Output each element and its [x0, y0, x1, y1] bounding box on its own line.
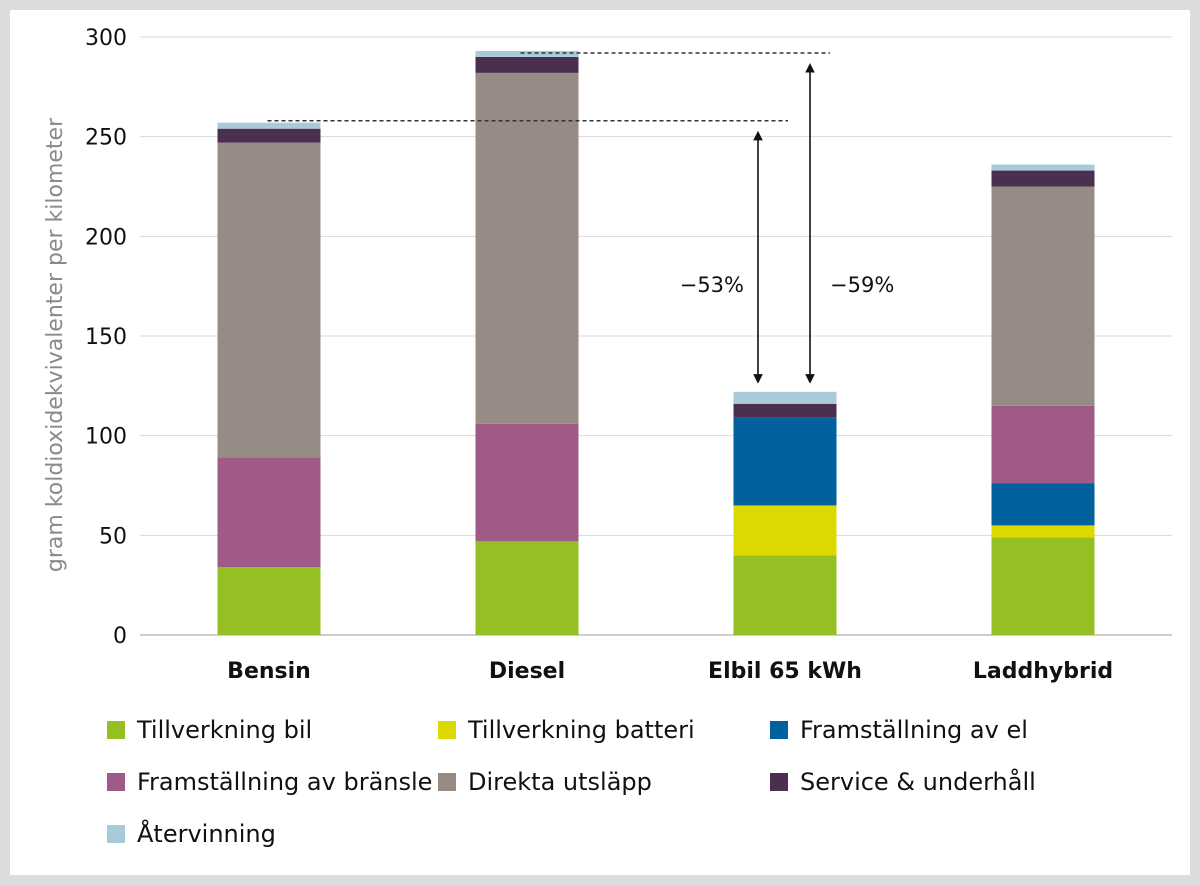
y-tick-label: 250: [85, 126, 127, 151]
legend-swatch: [107, 721, 125, 739]
y-tick-label: 200: [85, 225, 127, 250]
bar-segment: [991, 170, 1095, 187]
legend-label: Direkta utsläpp: [468, 768, 652, 796]
reduction-annotations: −53% −59%: [267, 52, 894, 384]
reduction-label: −59%: [830, 273, 894, 297]
bar-segment: [217, 457, 321, 568]
bar-segment: [733, 555, 837, 635]
x-axis-categories: Bensin Diesel Elbil 65 kWh Laddhybrid: [227, 659, 1113, 684]
legend-label: Tillverkning batteri: [467, 716, 695, 744]
legend-swatch: [107, 825, 125, 843]
y-tick-label: 100: [85, 425, 127, 450]
bar-segment: [475, 72, 579, 424]
legend-swatch: [770, 773, 788, 791]
bar-segment: [991, 537, 1095, 635]
legend-label: Framställning av bränsle: [137, 768, 432, 796]
bar-segment: [733, 403, 837, 418]
bar-segment: [733, 391, 837, 404]
y-tick-label: 300: [85, 26, 127, 51]
y-tick-label: 0: [113, 624, 127, 649]
x-category-label: Diesel: [489, 659, 565, 684]
legend-swatch: [438, 721, 456, 739]
legend-label: Återvinning: [137, 819, 276, 848]
bar-segment: [217, 567, 321, 635]
legend-swatch: [438, 773, 456, 791]
bar-segment: [991, 186, 1095, 406]
y-tick-label: 150: [85, 325, 127, 350]
x-category-label: Laddhybrid: [973, 659, 1113, 684]
legend-label: Framställning av el: [800, 716, 1028, 744]
reduction-label: −53%: [680, 273, 744, 297]
y-tick-label: 50: [99, 524, 127, 549]
bar-segment: [217, 128, 321, 143]
bar-segment: [475, 423, 579, 542]
chart-frame: 0 50 100 150 200 250 300 gram koldioxidekvival…: [10, 10, 1190, 875]
bar-segment: [217, 122, 321, 129]
legend-swatch: [770, 721, 788, 739]
bar-segment: [475, 56, 579, 73]
bar-segment: [475, 50, 579, 57]
bar-segment: [991, 164, 1095, 171]
bar-segment: [991, 405, 1095, 484]
x-category-label: Bensin: [227, 659, 311, 684]
bar-segment: [991, 525, 1095, 538]
bar-segment: [217, 142, 321, 458]
x-category-label: Elbil 65 kWh: [708, 659, 862, 684]
bar-segment: [733, 417, 837, 506]
bar-segment: [733, 505, 837, 556]
legend-label: Tillverkning bil: [136, 716, 312, 744]
legend-label: Service & underhåll: [800, 767, 1036, 796]
y-axis-ticks: 0 50 100 150 200 250 300: [85, 26, 127, 649]
legend: Tillverkning bil Tillverkning batteri Fram…: [107, 716, 1036, 848]
y-axis-label: gram koldioxidekvivalenter per kilometer: [43, 117, 68, 572]
bar-segment: [991, 483, 1095, 526]
legend-swatch: [107, 773, 125, 791]
bars: [217, 50, 1095, 635]
bar-segment: [475, 541, 579, 635]
stacked-bar-chart: 0 50 100 150 200 250 300 gram koldioxidekvival…: [43, 26, 1172, 848]
